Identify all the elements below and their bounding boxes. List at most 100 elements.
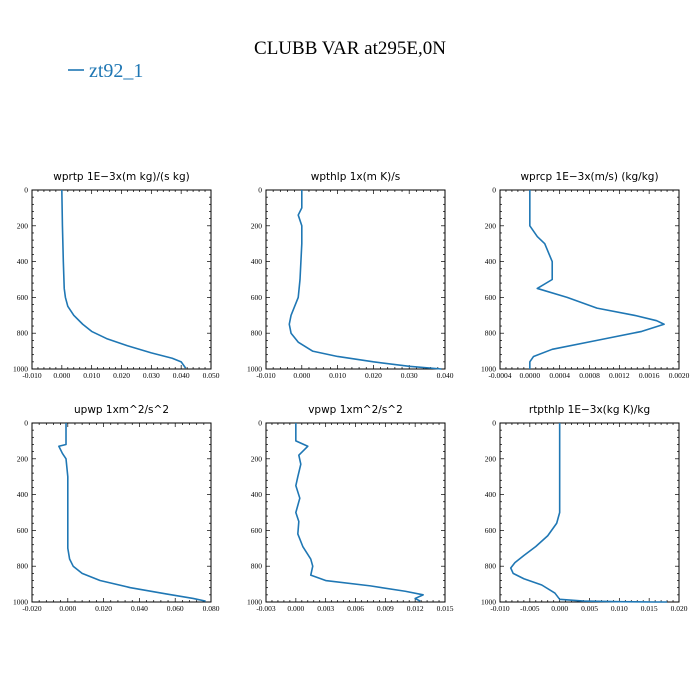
x-tick-label: 0.0020 (669, 371, 690, 380)
plot-frame (265, 422, 446, 603)
legend: zt92_1 (68, 60, 143, 82)
series-line (509, 423, 668, 603)
x-tick-label: 0.010 (83, 371, 100, 380)
series-line (61, 189, 187, 369)
x-tick-label: 0.040 (437, 371, 454, 380)
panel-title: wpthlp 1x(m K)/s (311, 171, 401, 183)
y-tick-label: 800 (251, 562, 263, 571)
x-tick-label: 0.015 (437, 604, 454, 613)
y-tick-label: 0 (492, 186, 496, 195)
y-tick-label: 0 (258, 419, 262, 428)
plot-frame (31, 422, 212, 603)
panel-title: upwp 1xm^2/s^2 (74, 404, 169, 416)
figure-title: CLUBB VAR at295E,0N (254, 38, 446, 59)
panel-title: wprcp 1E−3x(m/s) (kg/kg) (520, 171, 658, 183)
y-tick-label: 600 (251, 293, 263, 302)
panel-grid: wprtp 1E−3x(m kg)/(s kg) -0.010 0.000 0.010… (13, 171, 690, 613)
x-tick-label: 0.000 (53, 371, 70, 380)
y-tick-label: 1000 (13, 365, 28, 374)
y-tick-label: 400 (17, 490, 29, 499)
y-tick-label: 1000 (481, 365, 496, 374)
series-line (529, 190, 665, 369)
x-tick-label: 0.040 (131, 604, 148, 613)
y-tick-label: 0 (492, 419, 496, 428)
y-tick-label: 800 (485, 329, 497, 338)
x-tick-label: 0.015 (641, 604, 658, 613)
x-tick-label: 0.000 (59, 604, 76, 613)
x-tick-label: 0.003 (317, 604, 334, 613)
series-line (58, 423, 206, 602)
panel-1: wprtp 1E−3x(m kg)/(s kg) -0.010 0.000 0.010… (13, 171, 220, 380)
x-tick-label: -0.005 (520, 604, 540, 613)
y-tick-label: 600 (17, 293, 29, 302)
x-tick-label: -0.020 (22, 604, 42, 613)
plot-frame (31, 189, 212, 370)
plot-frame (499, 422, 680, 603)
y-tick-label: 0 (24, 419, 28, 428)
y-tick-label: 400 (251, 490, 263, 499)
x-tick-label: -0.010 (22, 371, 42, 380)
x-tick-label: 0.0012 (609, 371, 630, 380)
y-tick-label: 0 (258, 186, 262, 195)
x-tick-label: 0.0008 (579, 371, 600, 380)
series-line (295, 423, 424, 602)
x-tick-label: 0.005 (581, 604, 598, 613)
panel-5: vpwp 1xm^2/s^2 -0.003 0.000 0.003 0.006 0.009… (247, 404, 454, 613)
y-tick-label: 200 (251, 221, 263, 230)
x-tick-label: 0.000 (293, 371, 310, 380)
plot-frame (265, 189, 446, 370)
legend-label: zt92_1 (89, 60, 143, 82)
y-tick-label: 1000 (13, 598, 28, 607)
y-tick-label: 200 (17, 454, 29, 463)
x-tick-label: -0.003 (256, 604, 276, 613)
panel-title: vpwp 1xm^2/s^2 (308, 404, 403, 416)
panel-6: rtpthlp 1E−3x(kg K)/kg -0.010 -0.005 0.000 0… (481, 404, 688, 613)
x-tick-label: 0.060 (167, 604, 184, 613)
y-tick-label: 200 (251, 454, 263, 463)
x-tick-label: 0.040 (173, 371, 190, 380)
x-tick-label: 0.010 (329, 371, 346, 380)
x-tick-label: 0.020 (365, 371, 382, 380)
series-line (288, 190, 442, 370)
y-tick-label: 400 (17, 257, 29, 266)
panel-4: upwp 1xm^2/s^2 -0.020 0.000 0.020 0.040 0.060… (13, 404, 220, 613)
x-tick-label: 0.020 (671, 604, 688, 613)
y-tick-label: 200 (17, 221, 29, 230)
y-tick-label: 600 (251, 526, 263, 535)
x-tick-label: -0.010 (490, 604, 510, 613)
x-tick-label: 0.0004 (549, 371, 570, 380)
y-tick-label: 800 (485, 562, 497, 571)
x-tick-label: 0.000 (551, 604, 568, 613)
x-tick-label: -0.010 (256, 371, 276, 380)
panel-3: wprcp 1E−3x(m/s) (kg/kg) -0.0004 0.0000 0.0… (481, 171, 690, 380)
y-tick-label: 800 (17, 562, 29, 571)
panel-title: wprtp 1E−3x(m kg)/(s kg) (53, 171, 190, 183)
y-tick-label: 800 (17, 329, 29, 338)
x-tick-label: 0.012 (407, 604, 424, 613)
y-tick-label: 400 (485, 257, 497, 266)
x-tick-label: 0.009 (377, 604, 394, 613)
x-tick-label: 0.030 (401, 371, 418, 380)
x-tick-label: 0.010 (611, 604, 628, 613)
y-tick-label: 600 (485, 526, 497, 535)
x-tick-label: 0.000 (287, 604, 304, 613)
y-tick-label: 1000 (247, 365, 262, 374)
panel-2: wpthlp 1x(m K)/s -0.010 0.000 0.010 0.020 0.0… (247, 171, 454, 380)
x-tick-label: 0.020 (95, 604, 112, 613)
x-tick-label: 0.050 (203, 371, 220, 380)
panel-title: rtpthlp 1E−3x(kg K)/kg (529, 404, 650, 416)
x-tick-label: -0.0004 (488, 371, 511, 380)
x-tick-label: 0.0016 (639, 371, 660, 380)
x-tick-label: 0.006 (347, 604, 364, 613)
y-tick-label: 400 (485, 490, 497, 499)
y-tick-label: 600 (485, 293, 497, 302)
y-tick-label: 1000 (481, 598, 496, 607)
y-tick-label: 600 (17, 526, 29, 535)
x-tick-label: 0.0000 (520, 371, 541, 380)
y-tick-label: 200 (485, 454, 497, 463)
x-tick-label: 0.080 (203, 604, 220, 613)
x-tick-label: 0.030 (143, 371, 160, 380)
y-tick-label: 800 (251, 329, 263, 338)
y-tick-label: 200 (485, 221, 497, 230)
